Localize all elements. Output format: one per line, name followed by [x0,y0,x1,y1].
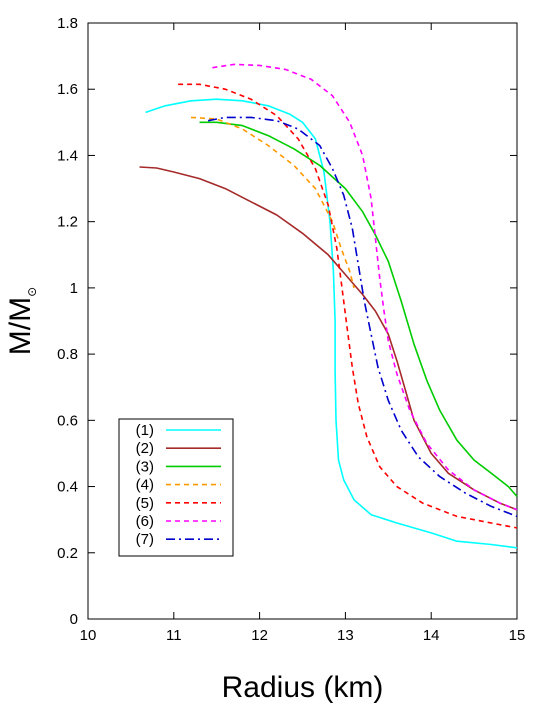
y-tick-label: 1.6 [57,81,78,98]
series-line-1 [145,98,518,549]
x-tick-label: 10 [80,627,97,644]
y-tick-label: 1.8 [57,15,78,32]
y-axis-title: M/M⊙ [4,287,39,355]
legend-label: (2) [136,440,154,457]
y-tick-label: 0.4 [57,479,78,496]
y-tick-label: 0.2 [57,545,78,562]
series-line-3 [199,121,518,498]
y-tick-label: 1.4 [57,147,78,164]
x-axis-title: Radius (km) [222,671,384,704]
legend-label: (3) [136,458,154,475]
x-tick-label: 13 [337,627,354,644]
legend-label: (4) [136,477,154,494]
series-line-4 [190,116,355,289]
legend-label: (1) [136,422,154,439]
plot-frame [87,22,518,620]
x-tick-label: 15 [509,627,526,644]
y-tick-label: 0.8 [57,346,78,363]
legend-label: (7) [136,531,154,548]
x-tick-label: 14 [423,627,440,644]
series-line-2 [139,166,518,511]
x-tick-label: 11 [166,627,182,644]
y-axis-title-subscript: ⊙ [25,287,39,297]
x-tick-label: 12 [251,627,268,644]
y-axis-title-main: M/M [4,297,37,355]
legend-label: (6) [136,513,154,530]
legend-box [118,418,234,557]
y-tick-label: 0.6 [57,412,78,429]
y-tick-label: 1.2 [57,214,78,231]
y-tick-label: 1 [70,280,78,297]
legend-label: (5) [136,495,154,512]
y-tick-label: 0 [70,611,78,628]
series-line-6 [212,63,518,511]
